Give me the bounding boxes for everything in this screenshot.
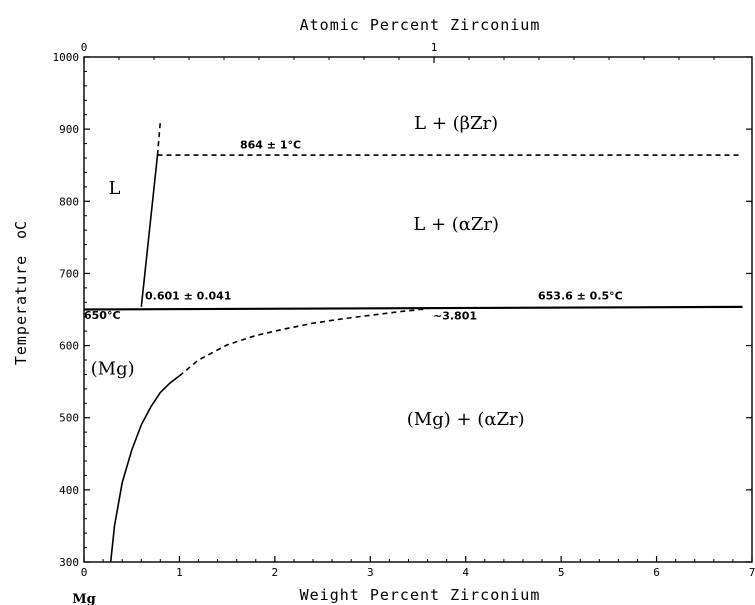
y-tick-label: 900: [59, 123, 79, 136]
x-origin-label: Mg: [72, 592, 95, 605]
x-tick-label: 5: [558, 566, 565, 579]
top-tick-label: 0: [81, 41, 88, 54]
value-annotation: 653.6 ± 0.5°C: [538, 289, 623, 302]
y-tick-label: 400: [59, 484, 79, 497]
x-tick-label: 6: [653, 566, 660, 579]
y-axis-unit: oC: [12, 221, 30, 239]
phase-boundary-line: [83, 305, 743, 311]
y-tick-label: 1000: [53, 51, 80, 64]
phase-region-label: L + (αZr): [413, 214, 499, 235]
phase-boundary-line: [156, 121, 162, 156]
top-axis-label: Atomic Percent Zirconium: [300, 16, 541, 34]
x-axis-label: Weight Percent Zirconium: [300, 586, 541, 604]
phase-region-label: L: [109, 178, 121, 199]
phase-boundary-line: [178, 308, 428, 377]
region-labels: L L + (βZr) L + (αZr) (Mg) (Mg) + (αZr) 864 ±…: [84, 113, 623, 430]
x-tick-label: 0: [81, 566, 88, 579]
y-tick-label: 600: [59, 340, 79, 353]
phase-boundary-line: [109, 375, 180, 563]
x-tick-label: 1: [176, 566, 183, 579]
value-annotation: 0.601 ± 0.041: [145, 289, 231, 302]
y-tick-label: 500: [59, 412, 79, 425]
y-axis-label: Temperature: [12, 255, 30, 365]
phase-boundaries: [83, 121, 743, 563]
top-tick-label: 1: [431, 41, 438, 54]
phase-boundary-line: [140, 155, 159, 307]
phase-region-label: (Mg): [91, 358, 135, 379]
phase-region-label: L + (βZr): [414, 113, 498, 134]
x-tick-label: 4: [462, 566, 469, 579]
x-axis-ticks: 0 1 2 3 4 5 6 7: [81, 556, 755, 579]
x-tick-label: 3: [367, 566, 374, 579]
value-annotation: ~3.801: [433, 310, 477, 323]
y-axis-ticks: 300 400 500 600 700 800 900 1000: [53, 51, 752, 569]
x-tick-label: 2: [272, 566, 279, 579]
y-tick-label: 700: [59, 267, 79, 280]
value-annotation: 864 ± 1°C: [240, 139, 301, 152]
x-tick-label: 7: [749, 566, 755, 579]
value-annotation: 650°C: [84, 309, 121, 322]
y-tick-label: 800: [59, 195, 79, 208]
phase-region-label: (Mg) + (αZr): [407, 409, 525, 430]
y-tick-label: 300: [59, 556, 79, 569]
